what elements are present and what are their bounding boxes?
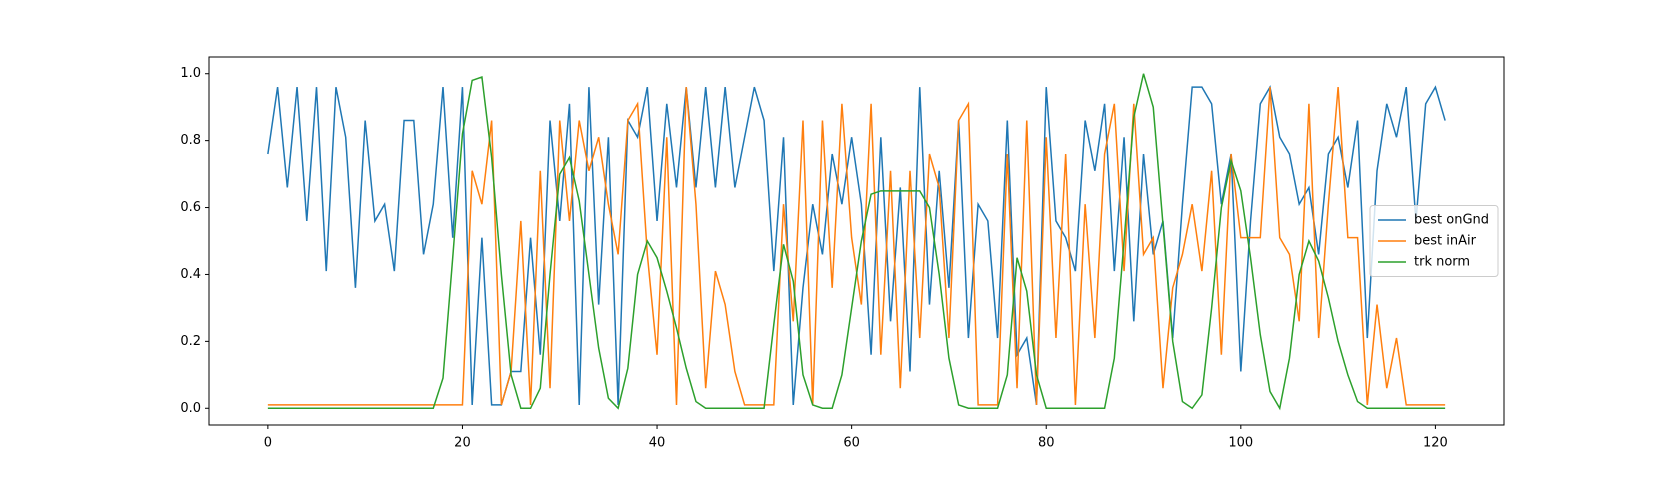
y-tick-label: 0.2 — [180, 334, 201, 349]
y-tick-label: 0.6 — [180, 200, 201, 215]
legend-label: best onGnd — [1414, 213, 1489, 228]
line — [267, 73, 1446, 411]
y-tick-label: 0.0 — [180, 401, 201, 416]
x-tick-label: 80 — [1038, 436, 1055, 451]
x-tick-label: 120 — [1423, 436, 1448, 451]
x-tick-label: 0 — [264, 436, 272, 451]
y-tick-label: 0.8 — [180, 133, 201, 148]
y-tick-label: 1.0 — [180, 66, 201, 81]
plot-frame — [208, 56, 1505, 426]
legend-box — [1369, 205, 1499, 277]
x-tick-label: 40 — [649, 436, 666, 451]
x-tick-label: 20 — [454, 436, 471, 451]
legend-label: best inAir — [1414, 234, 1477, 249]
legend: best onGnd best inAir trk norm — [1369, 205, 1499, 277]
x-tick-label: 60 — [843, 436, 860, 451]
y-tick-label: 0.4 — [180, 267, 201, 282]
legend-label: trk norm — [1414, 255, 1470, 270]
x-tick-label: 100 — [1228, 436, 1253, 451]
